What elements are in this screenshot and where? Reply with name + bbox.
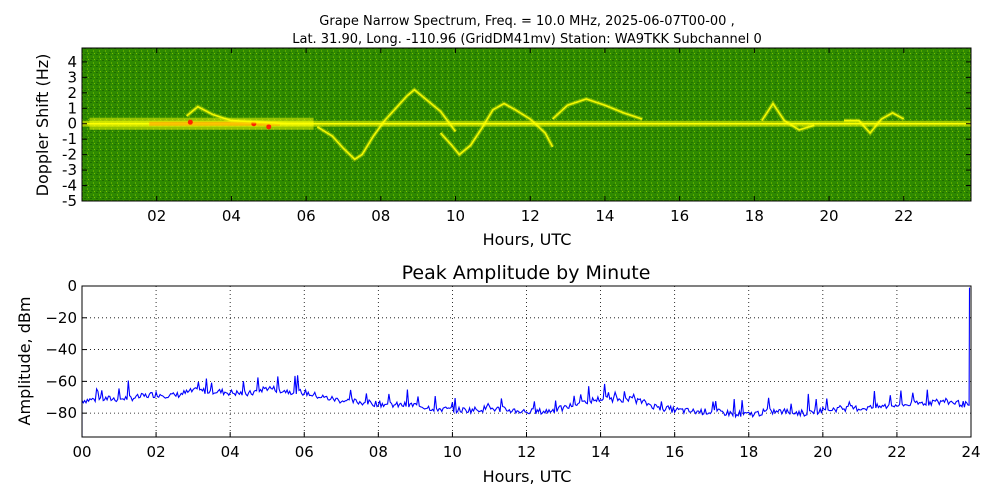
amplitude-x-tick-label: 08: [369, 443, 388, 461]
spectrogram-y-tick-label: -1: [62, 130, 77, 148]
spectrogram-x-tick-label: 06: [297, 207, 316, 225]
amplitude-series-line: [82, 287, 971, 437]
doppler-trace: [440, 102, 554, 156]
spectrogram-y-axis-label: Doppler Shift (Hz): [33, 54, 52, 197]
amplitude-x-tick-label: 14: [591, 443, 610, 461]
amplitude-y-tick-label: −40: [45, 341, 77, 359]
spectrogram-y-tick-label: -5: [62, 192, 77, 210]
spectrogram-x-tick-label: 02: [147, 207, 166, 225]
spectrogram-y-tick-label: -2: [62, 146, 77, 164]
amplitude-x-tick-label: 18: [739, 443, 758, 461]
spectrogram-x-tick-label: 10: [446, 207, 465, 225]
doppler-trace: [552, 98, 643, 120]
spectrogram-x-tick-label: 12: [521, 207, 540, 225]
spectrogram-x-tick-label: 20: [820, 207, 839, 225]
amplitude-x-tick-label: 12: [517, 443, 536, 461]
spectrogram-y-tick-label: 4: [67, 53, 77, 71]
amplitude-x-tick-label: 16: [665, 443, 684, 461]
spectrogram-x-tick-label: 18: [745, 207, 764, 225]
carrier-hot-region: [149, 121, 280, 126]
amplitude-y-axis-label: Amplitude, dBm: [15, 297, 34, 426]
spectrogram-y-tick-label: 2: [67, 84, 77, 102]
amplitude-x-tick-label: 06: [295, 443, 314, 461]
amplitude-title: Peak Amplitude by Minute: [402, 262, 651, 284]
spectrogram-x-tick-label: 04: [222, 207, 241, 225]
amplitude-x-tick-label: 00: [72, 443, 91, 461]
amplitude-panel: Peak Amplitude by Minute 00 02 04 06 08 10 12 1…: [15, 262, 981, 486]
doppler-trace: [844, 111, 905, 135]
amplitude-x-tick-label: 24: [961, 443, 980, 461]
amplitude-y-tick-label: −20: [45, 309, 77, 327]
amplitude-x-tick-label: 04: [221, 443, 240, 461]
figure-title-line1: Grape Narrow Spectrum, Freq. = 10.0 MHz,…: [319, 14, 734, 29]
amplitude-y-tick-label: 0: [67, 277, 77, 295]
carrier-peak: [266, 124, 272, 130]
figure-title-line2: Lat. 31.90, Long. -110.96 (GridDM41mv) S…: [292, 32, 762, 47]
amplitude-y-tick-label: −80: [45, 404, 77, 422]
spectrogram-y-tick-label: -3: [62, 161, 77, 179]
spectrogram-y-tick-label: 1: [67, 99, 77, 117]
amplitude-y-tick-label: −60: [45, 372, 77, 390]
doppler-trace: [316, 88, 457, 161]
amplitude-x-tick-label: 10: [443, 443, 462, 461]
amplitude-x-tick-label: 22: [887, 443, 906, 461]
spectrogram-x-tick-label: 22: [894, 207, 913, 225]
spectrogram-x-tick-label: 14: [595, 207, 614, 225]
amplitude-x-tick-label: 20: [813, 443, 832, 461]
spectrogram-y-tick-label: 0: [67, 115, 77, 133]
spectrogram-y-tick-label: 3: [67, 68, 77, 86]
carrier-peak: [187, 119, 193, 125]
spectrogram-frame: [81, 47, 972, 202]
spectrogram-x-axis-label: Hours, UTC: [483, 230, 572, 249]
spectrogram-x-tick-label: 16: [670, 207, 689, 225]
doppler-trace: [186, 105, 314, 125]
amplitude-x-axis-label: Hours, UTC: [483, 467, 572, 486]
spectrogram-x-tick-label: 08: [371, 207, 390, 225]
spectrogram-y-tick-label: -4: [62, 177, 77, 195]
doppler-trace: [761, 102, 815, 131]
amplitude-x-tick-label: 02: [147, 443, 166, 461]
